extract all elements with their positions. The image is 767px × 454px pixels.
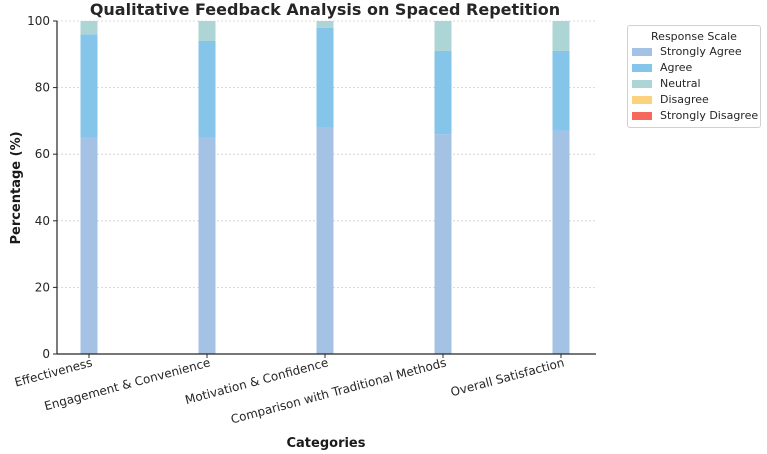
legend-item: Neutral [632, 76, 760, 92]
legend-swatch [632, 112, 652, 120]
y-tick-label: 100 [27, 14, 50, 28]
x-tick-label: Effectiveness [13, 355, 94, 389]
legend-item: Agree [632, 60, 760, 76]
legend-label: Neutral [660, 77, 701, 90]
bar-segment-strongly-agree [316, 127, 334, 354]
bar-segment-strongly-agree [434, 134, 452, 354]
legend-label: Disagree [660, 93, 709, 106]
bar-segment-neutral [80, 21, 98, 35]
y-tick-label: 40 [35, 214, 50, 228]
bar-segment-neutral [316, 21, 334, 28]
legend-label: Strongly Agree [660, 45, 742, 58]
bar-segment-strongly-agree [552, 130, 570, 354]
bar-segment-neutral [434, 21, 452, 51]
legend: Response Scale Strongly Agree Agree Neutra… [627, 25, 761, 128]
y-tick-label: 80 [35, 81, 50, 95]
y-tick-label: 60 [35, 147, 50, 161]
bar-segment-neutral [198, 21, 216, 41]
bar-segment-agree [80, 34, 98, 138]
x-tick-label: Comparison with Traditional Methods [229, 355, 448, 426]
legend-item: Strongly Agree [632, 44, 760, 60]
y-axis-label: Percentage (%) [9, 131, 24, 244]
chart-title: Qualitative Feedback Analysis on Spaced … [89, 0, 561, 19]
legend-label: Strongly Disagree [660, 109, 759, 122]
bar-segment-agree [552, 50, 570, 131]
y-tick-labels: 0 20 40 60 80 100 [27, 14, 57, 361]
y-tick-label: 0 [42, 347, 50, 361]
legend-swatch [632, 48, 652, 56]
legend-label: Agree [660, 61, 693, 74]
legend-item: Disagree [632, 92, 760, 108]
bar-segment-neutral [552, 21, 570, 51]
legend-items: Strongly Agree Agree Neutral Disagree Strong… [628, 44, 760, 124]
x-tick-label: Overall Satisfaction [449, 355, 566, 399]
bars [80, 21, 570, 354]
axes [56, 21, 596, 355]
bar-segment-strongly-agree [198, 137, 216, 354]
legend-item: Strongly Disagree [632, 108, 760, 124]
bar-segment-agree [434, 50, 452, 135]
x-axis-label: Categories [286, 436, 365, 451]
legend-swatch [632, 64, 652, 72]
bar-segment-agree [316, 27, 334, 128]
y-tick-label: 20 [35, 280, 50, 294]
legend-swatch [632, 80, 652, 88]
bar-segment-strongly-agree [80, 137, 98, 354]
legend-title: Response Scale [651, 30, 737, 43]
legend-swatch [632, 96, 652, 104]
bar-segment-agree [198, 40, 216, 138]
